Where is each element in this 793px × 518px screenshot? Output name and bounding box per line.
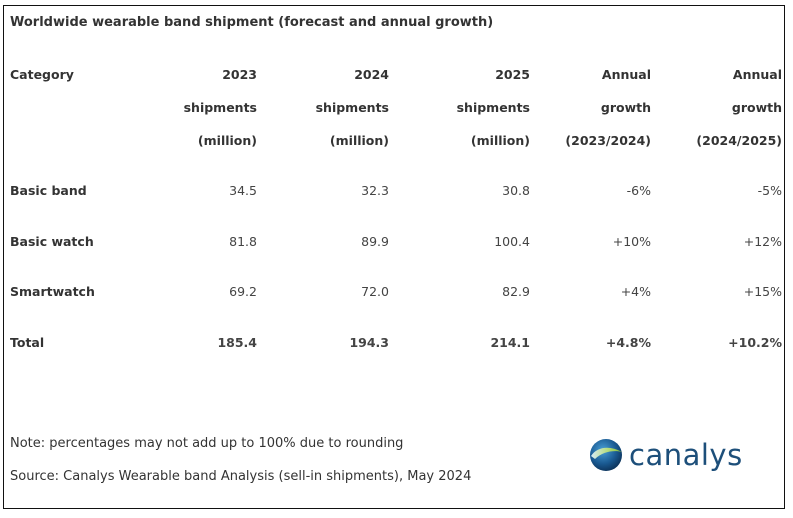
- table-cell: 185.4: [217, 335, 257, 350]
- column-header-line: shipments: [315, 100, 389, 115]
- column-header-line: shipments: [456, 100, 530, 115]
- table-cell: +4.8%: [605, 335, 651, 350]
- column-header-category: Category: [10, 67, 74, 82]
- row-label: Smartwatch: [10, 284, 95, 299]
- table-cell: +4%: [620, 284, 651, 299]
- row-label: Total: [10, 335, 45, 350]
- table-cell: 89.9: [361, 234, 389, 249]
- table-cell: 34.5: [229, 183, 257, 198]
- table-title: Worldwide wearable band shipment (foreca…: [10, 15, 494, 30]
- row-label: Basic watch: [10, 234, 94, 249]
- table-cell: 32.3: [361, 183, 389, 198]
- table-cell: +15%: [743, 284, 782, 299]
- footnote: Note: percentages may not add up to 100%…: [10, 436, 404, 451]
- column-header-line: Annual: [732, 67, 782, 82]
- column-header-line: (2024/2025): [696, 133, 782, 148]
- column-header-line: 2025: [495, 67, 530, 82]
- column-header-line: Annual: [601, 67, 651, 82]
- row-label: Basic band: [10, 183, 87, 198]
- table-cell: +12%: [743, 234, 782, 249]
- column-header-line: growth: [600, 100, 651, 115]
- table-cell: 100.4: [494, 234, 530, 249]
- column-header-line: 2024: [354, 67, 389, 82]
- table-cell: -6%: [626, 183, 651, 198]
- column-header-line: (million): [197, 133, 257, 148]
- column-header-line: (2023/2024): [565, 133, 651, 148]
- source-note: Source: Canalys Wearable band Analysis (…: [10, 469, 472, 484]
- table-cell: 30.8: [502, 183, 530, 198]
- table-cell: -5%: [757, 183, 782, 198]
- column-header-line: growth: [731, 100, 782, 115]
- column-header-line: 2023: [222, 67, 257, 82]
- table-cell: 69.2: [229, 284, 257, 299]
- canalys-logo: canalys: [589, 438, 743, 472]
- table-cell: 214.1: [490, 335, 530, 350]
- report-frame: [3, 5, 785, 509]
- table-cell: 81.8: [229, 234, 257, 249]
- table-cell: +10%: [612, 234, 651, 249]
- table-cell: 194.3: [349, 335, 389, 350]
- column-header-line: (million): [470, 133, 530, 148]
- column-header-line: (million): [329, 133, 389, 148]
- table-cell: +10.2%: [728, 335, 782, 350]
- table-cell: 82.9: [502, 284, 530, 299]
- logo-text: canalys: [629, 437, 743, 472]
- column-header-line: shipments: [183, 100, 257, 115]
- globe-swoosh-icon: [590, 439, 622, 471]
- table-cell: 72.0: [361, 284, 389, 299]
